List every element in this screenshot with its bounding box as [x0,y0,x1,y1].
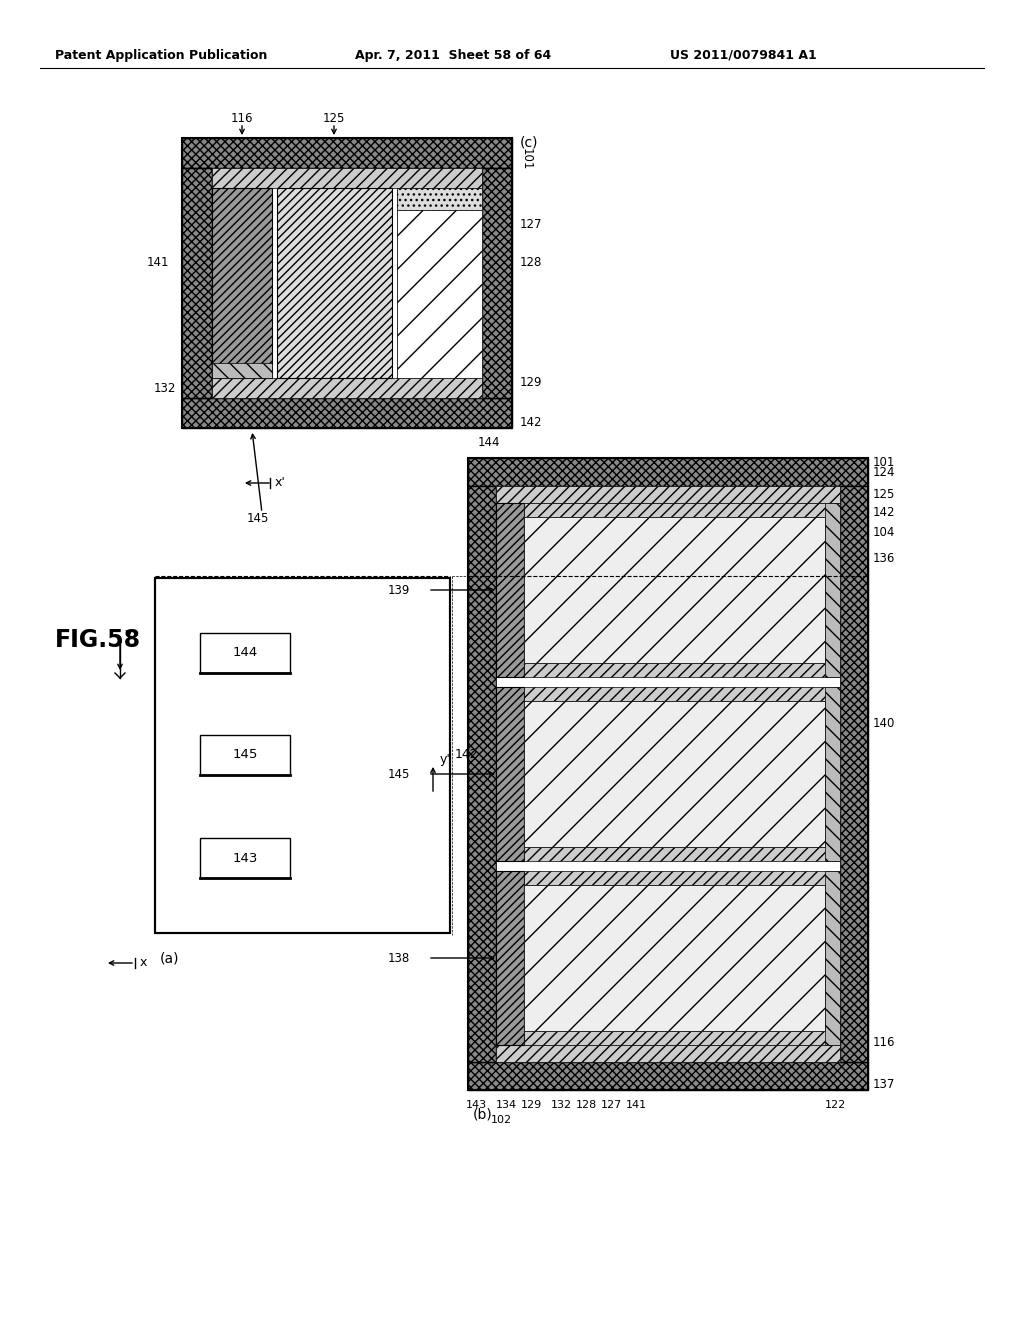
Bar [212,363,272,378]
Text: y: y [125,627,132,639]
Bar [825,871,840,1045]
Bar [155,578,450,933]
Text: 145: 145 [247,511,269,524]
Bar [524,517,825,663]
Text: 141: 141 [626,1100,646,1110]
Bar [212,378,482,399]
Text: x: x [140,957,147,969]
Bar [524,517,825,663]
Bar [496,486,840,503]
Text: 125: 125 [323,111,345,124]
Text: Apr. 7, 2011  Sheet 58 of 64: Apr. 7, 2011 Sheet 58 of 64 [355,49,551,62]
Text: (c): (c) [520,136,539,150]
Bar [524,847,840,861]
Text: 129: 129 [520,376,543,389]
Text: 127: 127 [600,1100,622,1110]
Bar [524,871,840,884]
Text: 129: 129 [520,1100,542,1110]
Bar [200,735,290,775]
Text: 139: 139 [388,583,410,597]
Text: 127: 127 [520,219,543,231]
Bar [524,663,840,677]
Text: y': y' [440,752,451,766]
Text: 132: 132 [154,381,176,395]
Text: 104: 104 [873,527,895,540]
Bar [200,838,290,878]
Text: 145: 145 [388,767,410,780]
Bar [496,871,524,1045]
Bar [182,168,212,399]
Bar [524,884,825,1031]
Text: 137: 137 [873,1078,895,1092]
Bar [524,1031,840,1045]
Text: 136: 136 [873,552,895,565]
Text: 144: 144 [232,647,258,660]
Bar [524,701,825,847]
Text: 142: 142 [873,507,896,520]
Text: 116: 116 [230,111,253,124]
Text: 143: 143 [232,851,258,865]
Text: 143: 143 [466,1100,486,1110]
Bar [212,168,482,399]
Text: (a): (a) [160,950,179,965]
Bar [468,486,496,1063]
Bar [524,686,840,701]
Bar [524,503,840,517]
Bar [278,187,392,378]
Bar [468,458,868,486]
Bar [182,139,512,168]
Text: 134: 134 [496,1100,516,1110]
Bar [825,503,840,677]
Text: US 2011/0079841 A1: US 2011/0079841 A1 [670,49,817,62]
Text: 138: 138 [388,952,410,965]
Text: 144: 144 [478,437,501,450]
Bar [496,503,524,677]
Bar [155,578,450,933]
Bar [397,187,482,210]
Bar [200,634,290,673]
Text: 141: 141 [147,256,170,269]
Bar [840,486,868,1063]
Text: Patent Application Publication: Patent Application Publication [55,49,267,62]
Bar [496,1045,840,1063]
Bar [524,884,825,1031]
Bar [212,187,272,378]
Text: 142: 142 [455,748,478,762]
Text: 122: 122 [824,1100,846,1110]
Text: 101: 101 [873,457,895,470]
Text: 125: 125 [873,488,895,502]
Text: 140: 140 [873,717,895,730]
Text: (b): (b) [473,1107,493,1122]
Text: 142: 142 [520,417,543,429]
Bar [212,168,482,187]
Text: 128: 128 [520,256,543,269]
Text: 145: 145 [232,748,258,762]
Bar [524,701,825,847]
Text: 101: 101 [520,148,534,170]
Bar [468,458,868,1090]
Text: 128: 128 [575,1100,597,1110]
Text: 116: 116 [873,1035,896,1048]
Bar [825,686,840,861]
Bar [397,210,482,378]
Bar [496,486,840,1063]
Text: 102: 102 [490,1115,512,1125]
Bar [182,399,512,428]
Bar [182,139,512,428]
Bar [496,686,524,861]
Bar [482,168,512,399]
Bar [468,1063,868,1090]
Bar [397,187,482,378]
Text: FIG.58: FIG.58 [55,628,141,652]
Text: 124: 124 [873,466,896,479]
Text: x': x' [275,477,286,490]
Text: 132: 132 [551,1100,571,1110]
